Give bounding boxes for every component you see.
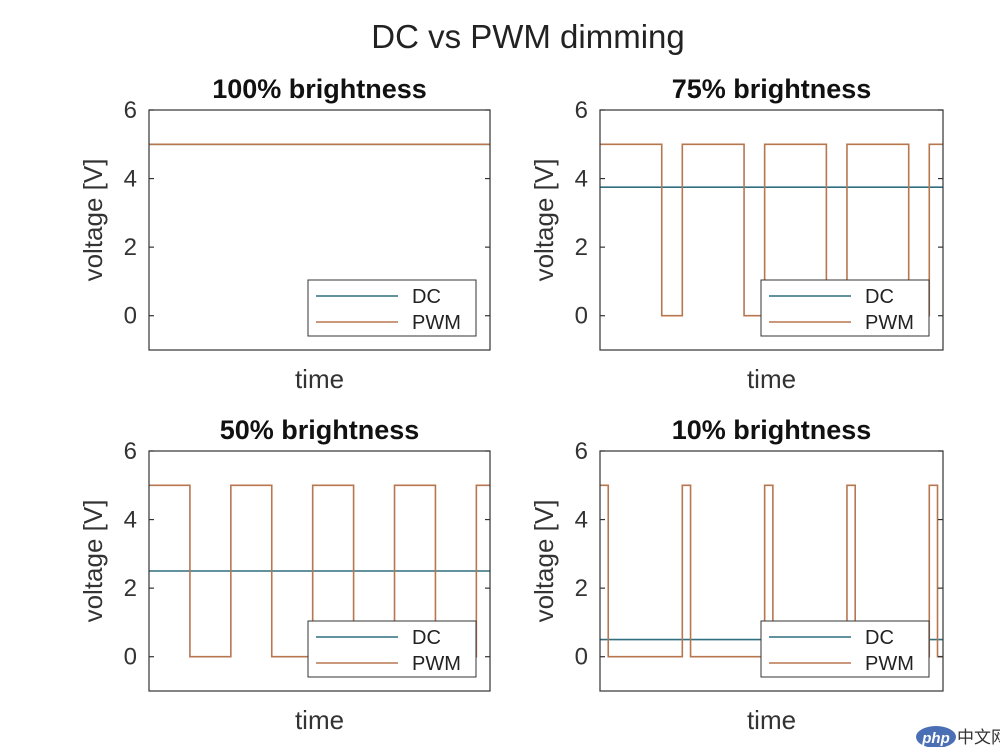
axes-frame: [599, 450, 944, 692]
watermark-text: 中文网: [957, 728, 1000, 747]
y-tick-label: 2: [575, 234, 588, 261]
x-axis-label: time: [747, 705, 796, 735]
series-pwm-line: [149, 484, 490, 658]
x-axis-label: time: [295, 705, 344, 735]
y-tick-label: 6: [124, 97, 137, 124]
y-tick-label: 2: [124, 234, 137, 261]
subplot-1: 100% brightness voltage [V] time 0 2 4 6 DC PWM: [78, 74, 491, 394]
legend-label-pwm: PWM: [412, 653, 461, 675]
axes-frame: [148, 109, 491, 351]
y-tick-label: 6: [575, 97, 588, 124]
y-tick-label: 2: [124, 575, 137, 602]
y-tick-label: 6: [575, 438, 588, 465]
x-axis-label: time: [295, 364, 344, 394]
subplot-title: 100% brightness: [212, 74, 427, 104]
y-tick-label: 6: [124, 438, 137, 465]
y-tick-label: 0: [575, 303, 588, 330]
y-axis-label: voltage [V]: [78, 159, 108, 282]
y-axis-label: voltage [V]: [529, 159, 559, 282]
axes-frame: [148, 450, 491, 692]
legend-box: [307, 279, 477, 337]
subplot-title: 75% brightness: [672, 74, 872, 104]
legend-label-dc: DC: [865, 627, 894, 649]
subplot-3: 50% brightness voltage [V] time 0 2 4 6 DC PWM: [78, 415, 491, 735]
y-tick-label: 0: [124, 303, 137, 330]
legend: DC PWM: [760, 620, 930, 678]
x-axis-label: time: [747, 364, 796, 394]
legend: DC PWM: [760, 279, 930, 337]
legend-box: [307, 620, 477, 678]
watermark-logo-badge: [916, 726, 956, 747]
y-tick-label: 4: [124, 507, 137, 534]
series-pwm-line: [600, 484, 943, 658]
legend-label-pwm: PWM: [412, 312, 461, 334]
legend-label-pwm: PWM: [865, 312, 914, 334]
legend-box: [760, 279, 930, 337]
y-tick-label: 4: [575, 166, 588, 193]
legend-label-dc: DC: [412, 627, 441, 649]
y-axis-label: voltage [V]: [78, 500, 108, 623]
axes-frame: [599, 109, 944, 351]
watermark-logo-text: php: [921, 730, 950, 747]
y-tick-label: 0: [124, 644, 137, 671]
y-axis-label: voltage [V]: [529, 500, 559, 623]
y-tick-label: 2: [575, 575, 588, 602]
figure-title: DC vs PWM dimming: [371, 18, 685, 55]
plot-area: [149, 484, 490, 658]
y-tick-label: 0: [575, 644, 588, 671]
legend-label-pwm: PWM: [865, 653, 914, 675]
legend: DC PWM: [307, 620, 477, 678]
subplot-4: 10% brightness voltage [V] time 0 2 4 6 DC PWM: [529, 415, 944, 735]
legend: DC PWM: [307, 279, 477, 337]
legend-label-dc: DC: [865, 286, 894, 308]
y-tick-label: 4: [124, 166, 137, 193]
legend-label-dc: DC: [412, 286, 441, 308]
series-pwm-line: [600, 143, 943, 317]
watermark: php 中文网: [916, 726, 1000, 747]
subplot-title: 50% brightness: [220, 415, 420, 445]
y-tick-label: 4: [575, 507, 588, 534]
subplot-2: 75% brightness voltage [V] time 0 2 4 6 DC PWM: [529, 74, 944, 394]
subplot-title: 10% brightness: [672, 415, 872, 445]
legend-box: [760, 620, 930, 678]
plot-area: [600, 143, 943, 317]
